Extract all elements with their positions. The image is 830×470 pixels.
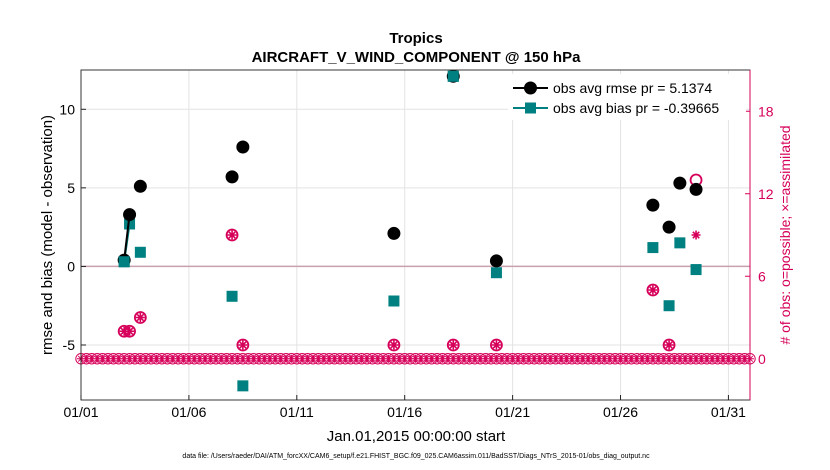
possible-count-marker bbox=[490, 338, 503, 352]
bias-point-overlay bbox=[447, 70, 459, 82]
rmse-point bbox=[662, 220, 676, 234]
axes: 01/01 01/06 01/11 01/16 01/21 01/26 01/31 -5 0 5 1… bbox=[59, 101, 773, 420]
bias-point bbox=[490, 267, 502, 279]
y-tick-label: 0 bbox=[67, 258, 75, 274]
assimilated-count-marker bbox=[119, 326, 129, 336]
x-tick-label: 01/11 bbox=[280, 404, 314, 420]
bias-point bbox=[663, 300, 675, 312]
x-tick-label: 01/26 bbox=[603, 404, 638, 420]
data-file-footer: data file: /Users/raeder/DAI/ATM_forcXX/… bbox=[182, 453, 650, 460]
x-tick-label: 01/01 bbox=[63, 404, 98, 420]
legend-box bbox=[508, 74, 746, 120]
x-tick-label: 01/31 bbox=[711, 404, 746, 420]
possible-count-marker bbox=[236, 338, 250, 352]
rmse-point bbox=[387, 226, 401, 240]
y2-tick-label: 6 bbox=[758, 268, 766, 284]
assimilated-count-marker bbox=[125, 326, 135, 336]
rmse-line-segment bbox=[123, 214, 131, 261]
y2-tick-label: 12 bbox=[758, 186, 774, 202]
assimilated-count-marker bbox=[238, 340, 248, 350]
possible-count-marker bbox=[387, 338, 401, 352]
x-tick-label: 01/21 bbox=[495, 404, 530, 420]
legend-rmse-label: obs avg rmse pr = 5.1374 bbox=[553, 80, 712, 96]
bias-point-overlay bbox=[118, 256, 130, 268]
rmse-series bbox=[117, 69, 703, 268]
rmse-point bbox=[123, 208, 137, 222]
y-tick-label: -5 bbox=[63, 337, 76, 353]
rmse-point bbox=[673, 176, 687, 190]
y-tick-label: 10 bbox=[59, 101, 75, 117]
rmse-point bbox=[225, 170, 239, 184]
rmse-point bbox=[689, 182, 703, 196]
possible-count-marker bbox=[225, 228, 239, 242]
legend-bias-marker bbox=[525, 102, 536, 114]
possible-count-marker bbox=[133, 311, 147, 324]
possible-count-marker bbox=[662, 338, 676, 352]
bias-point bbox=[237, 380, 249, 392]
bias-point bbox=[674, 237, 686, 249]
bias-point bbox=[388, 295, 400, 307]
y-tick-label: 5 bbox=[67, 180, 75, 196]
assimilated-count-marker bbox=[491, 340, 501, 350]
assimilated-count-marker bbox=[448, 340, 458, 350]
possible-count-marker bbox=[446, 338, 460, 352]
legend: obs avg rmse pr = 5.1374 obs avg bias pr… bbox=[508, 74, 746, 120]
assimilated-count-marker bbox=[691, 230, 701, 240]
bias-point bbox=[690, 264, 702, 276]
rmse-point bbox=[133, 179, 147, 193]
chart-title: Tropics bbox=[389, 30, 442, 47]
bias-point bbox=[647, 242, 659, 254]
bias-point bbox=[124, 218, 136, 230]
possible-count-marker bbox=[646, 283, 660, 297]
y-axis-label: rmse and bias (model - observation) bbox=[39, 115, 56, 355]
assimilated-count-marker bbox=[648, 285, 658, 295]
assimilated-count-marker bbox=[389, 340, 399, 350]
rmse-point bbox=[646, 198, 660, 212]
assimilated-count-marker bbox=[227, 230, 237, 240]
bias-point bbox=[134, 246, 146, 258]
bias-point bbox=[226, 290, 238, 302]
rmse-point bbox=[236, 140, 250, 154]
assimilated-count-marker bbox=[664, 340, 674, 350]
y2-tick-label: 0 bbox=[758, 351, 766, 367]
chart-subtitle: AIRCRAFT_V_WIND_COMPONENT @ 150 hPa bbox=[252, 49, 582, 66]
y2-tick-label: 18 bbox=[758, 103, 774, 119]
legend-rmse-marker bbox=[524, 81, 537, 95]
rmse-point bbox=[489, 254, 503, 268]
x-axis-label: Jan.01,2015 00:00:00 start bbox=[327, 428, 506, 445]
x-tick-label: 01/16 bbox=[387, 404, 422, 420]
assimilated-count-marker bbox=[135, 313, 145, 322]
x-tick-label: 01/06 bbox=[171, 404, 206, 420]
legend-bias-label: obs avg bias pr = -0.39665 bbox=[553, 100, 719, 116]
y2-axis-label: # of obs: o=possible; ×=assimilated bbox=[777, 125, 793, 344]
